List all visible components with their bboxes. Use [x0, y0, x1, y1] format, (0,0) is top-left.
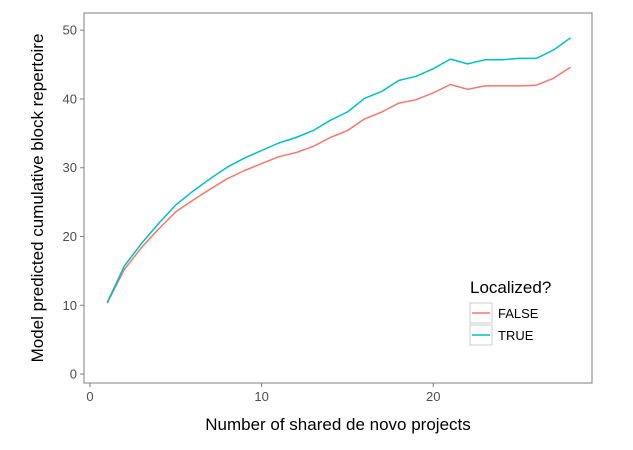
- legend-label-true: TRUE: [498, 328, 534, 343]
- y-tick-label: 10: [63, 298, 77, 313]
- legend: Localized? FALSE TRUE: [469, 278, 551, 346]
- x-tick-label: 0: [86, 389, 93, 404]
- x-axis-title: Number of shared de novo projects: [205, 415, 471, 434]
- y-tick-label: 0: [70, 367, 77, 382]
- x-tick-label: 20: [426, 389, 440, 404]
- axis-ticks: 0 10 20 0 10 20 30 40 50: [63, 23, 441, 404]
- x-tick-label: 10: [254, 389, 268, 404]
- series-line-false: [106, 66, 571, 304]
- y-tick-label: 30: [63, 160, 77, 175]
- legend-label-false: FALSE: [498, 306, 539, 321]
- y-tick-label: 20: [63, 229, 77, 244]
- y-tick-label: 40: [63, 91, 77, 106]
- y-tick-label: 50: [63, 23, 77, 38]
- legend-title: Localized?: [470, 278, 551, 297]
- y-axis-title: Model predicted cumulative block reperto…: [28, 34, 47, 363]
- series-line-true: [106, 37, 571, 303]
- series-lines: [106, 37, 571, 304]
- plot-panel: [83, 12, 593, 384]
